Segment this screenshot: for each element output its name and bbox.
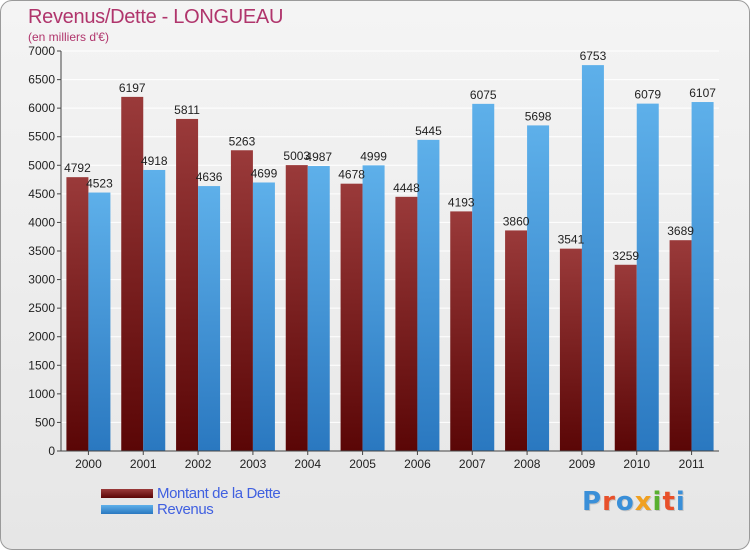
proxiti-logo: Proxiti xyxy=(582,487,686,517)
legend-swatch-debt xyxy=(101,488,153,498)
bar-debt-2004 xyxy=(285,165,308,451)
bar-revenue-2001 xyxy=(143,169,166,451)
y-tick-label: 3000 xyxy=(28,273,55,287)
logo-letter: i xyxy=(675,487,686,517)
data-label-revenue: 6079 xyxy=(634,88,661,102)
bar-revenue-2010 xyxy=(636,103,659,451)
chart-title: Revenus/Dette - LONGUEAU xyxy=(28,6,284,28)
bar-revenue-2007 xyxy=(472,103,495,451)
bar-revenue-2004 xyxy=(307,166,330,451)
data-label-revenue: 4636 xyxy=(196,170,223,184)
bar-revenue-2008 xyxy=(527,125,550,452)
bar-revenue-2009 xyxy=(581,65,604,451)
x-tick-label: 2003 xyxy=(240,457,267,471)
legend: Montant de la Dette Revenus xyxy=(101,484,281,518)
y-tick-label: 1000 xyxy=(28,387,55,401)
y-tick-label: 1500 xyxy=(28,358,55,372)
legend-item-revenue: Revenus xyxy=(101,500,280,518)
data-label-debt: 4448 xyxy=(393,181,420,195)
legend-label-revenue: Revenus xyxy=(157,500,214,518)
legend-label-debt: Montant de la Dette xyxy=(157,484,281,502)
x-tick-label: 2009 xyxy=(569,457,596,471)
bar-debt-2000 xyxy=(66,177,89,451)
data-label-revenue: 6107 xyxy=(689,86,716,100)
logo-letter: r xyxy=(602,487,616,517)
legend-swatch-revenue xyxy=(101,504,153,514)
logo-letter: P xyxy=(582,487,603,517)
logo-letter: x xyxy=(634,487,653,517)
data-label-revenue: 4987 xyxy=(305,150,332,164)
x-tick-label: 2002 xyxy=(185,457,212,471)
logo-letter: o xyxy=(615,487,635,517)
data-label-revenue: 5445 xyxy=(415,124,442,138)
grid-layer xyxy=(61,50,719,452)
data-label-revenue: 4918 xyxy=(141,154,168,168)
data-label-debt: 5811 xyxy=(174,103,200,117)
chart-subtitle: (en milliers d'€) xyxy=(28,30,109,44)
x-tick-label: 2010 xyxy=(623,457,650,471)
x-tick-label: 2005 xyxy=(349,457,376,471)
data-label-debt: 4678 xyxy=(338,168,365,182)
logo-letter: t xyxy=(662,487,676,517)
bars-layer xyxy=(66,65,714,452)
bar-debt-2010 xyxy=(614,264,637,451)
data-label-revenue: 5698 xyxy=(525,109,552,123)
y-tick-label: 5500 xyxy=(28,130,55,144)
y-tick-label: 4000 xyxy=(28,215,55,229)
axis-layer: 0 500 1000 1500 2000 2500 3000 3500 4000 4500 5000… xyxy=(28,44,719,471)
bar-revenue-2000 xyxy=(88,192,111,452)
x-tick-label: 2008 xyxy=(514,457,541,471)
x-tick-label: 2001 xyxy=(130,457,157,471)
data-label-revenue: 4523 xyxy=(86,177,113,191)
bar-revenue-2011 xyxy=(691,102,714,452)
x-tick-label: 2004 xyxy=(294,457,321,471)
y-tick-label: 500 xyxy=(35,415,55,429)
y-tick-label: 2000 xyxy=(28,330,55,344)
data-label-debt: 4193 xyxy=(448,195,475,209)
data-label-debt: 4792 xyxy=(64,161,91,175)
y-tick-label: 6000 xyxy=(28,101,55,115)
x-tick-label: 2000 xyxy=(75,457,102,471)
y-tick-label: 5000 xyxy=(28,158,55,172)
data-label-revenue: 4699 xyxy=(251,166,278,180)
y-tick-label: 7000 xyxy=(28,44,55,58)
bar-debt-2003 xyxy=(230,150,253,451)
data-label-debt: 5003 xyxy=(283,149,310,163)
y-tick-label: 2500 xyxy=(28,301,55,315)
y-tick-label: 0 xyxy=(48,444,55,458)
y-tick-label: 4500 xyxy=(28,187,55,201)
bar-revenue-2006 xyxy=(417,139,440,451)
data-label-debt: 3541 xyxy=(558,233,585,247)
data-label-revenue: 6753 xyxy=(580,49,607,63)
y-tick-label: 3500 xyxy=(28,244,55,258)
bar-debt-2001 xyxy=(121,96,144,451)
data-label-revenue: 6075 xyxy=(470,88,497,102)
bar-revenue-2002 xyxy=(198,186,221,452)
data-label-debt: 3860 xyxy=(503,214,530,228)
bar-debt-2005 xyxy=(340,183,363,451)
bar-revenue-2003 xyxy=(252,182,275,451)
x-tick-label: 2007 xyxy=(459,457,486,471)
bar-debt-2009 xyxy=(559,248,582,451)
bar-debt-2011 xyxy=(669,240,692,451)
y-tick-label: 6500 xyxy=(28,73,55,87)
data-label-revenue: 4999 xyxy=(360,149,387,163)
bar-debt-2007 xyxy=(450,211,473,451)
logo-letter: i xyxy=(652,487,663,517)
bar-debt-2002 xyxy=(176,118,199,451)
bar-debt-2006 xyxy=(395,196,418,451)
x-tick-label: 2006 xyxy=(404,457,431,471)
data-label-debt: 3259 xyxy=(612,249,639,263)
x-tick-label: 2011 xyxy=(679,457,705,471)
data-label-debt: 6197 xyxy=(119,81,146,95)
bar-debt-2008 xyxy=(505,230,528,451)
bar-revenue-2005 xyxy=(362,165,385,452)
data-label-debt: 3689 xyxy=(667,224,694,238)
legend-item-debt: Montant de la Dette xyxy=(101,484,281,502)
data-label-debt: 5263 xyxy=(229,134,256,148)
labels-layer: 4792 4523 6197 4918 5811 4636 5263 4699 50034987… xyxy=(64,49,716,263)
